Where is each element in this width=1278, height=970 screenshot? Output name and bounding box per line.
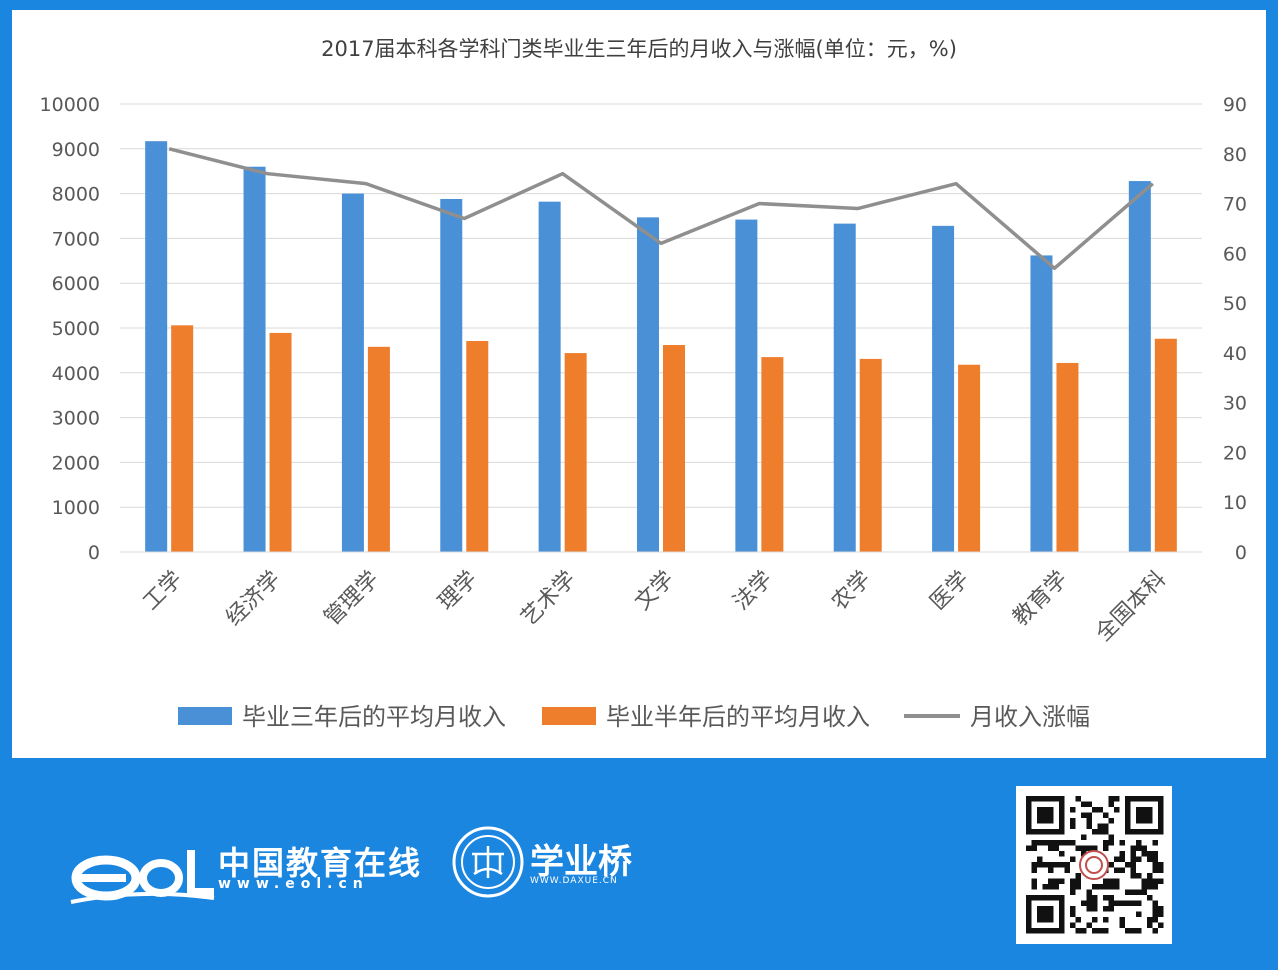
- bar-3yr-5: [637, 217, 659, 552]
- bar-halfyr-9: [1056, 362, 1079, 552]
- bar-halfyr-3: [466, 340, 489, 552]
- y-left-tick-label: 9000: [52, 139, 100, 161]
- x-tick-label: 管理学: [320, 567, 384, 631]
- y-right-tick-label: 10: [1223, 492, 1247, 514]
- y-left-tick-label: 10000: [40, 94, 100, 116]
- bar-halfyr-10: [1154, 338, 1177, 552]
- eol-brand-url: www.eol.cn: [218, 876, 369, 892]
- qr-code-icon: [1026, 796, 1164, 934]
- bar-3yr-3: [440, 198, 463, 552]
- bar-3yr-6: [735, 219, 758, 553]
- legend-label-2: 月收入涨幅: [970, 703, 1090, 731]
- y-right-tick-label: 60: [1223, 243, 1247, 265]
- bar-halfyr-5: [663, 345, 685, 552]
- x-tick-label: 文学: [630, 567, 679, 616]
- chart-title: 2017届本科各学科门类毕业生三年后的月收入与涨幅(单位：元，%): [321, 37, 957, 61]
- bar-halfyr-6: [761, 357, 784, 552]
- y-right-tick-label: 30: [1223, 393, 1247, 415]
- chart-card: 2017届本科各学科门类毕业生三年后的月收入与涨幅(单位：元，%) 0 1000 20…: [12, 10, 1266, 758]
- y-left-tick-label: 0: [88, 542, 100, 564]
- y-left-tick-label: 7000: [52, 228, 100, 250]
- x-tick-label: 法学: [729, 567, 778, 616]
- qr-code: [1016, 786, 1172, 944]
- y-right-tick-label: 50: [1223, 293, 1247, 315]
- y-right-tick-label: 80: [1223, 144, 1247, 166]
- legend-label-1: 毕业半年后的平均月收入: [606, 703, 870, 731]
- legend-swatch-0: [178, 707, 232, 725]
- bar-halfyr-2: [367, 346, 390, 552]
- chart: 2017届本科各学科门类毕业生三年后的月收入与涨幅(单位：元，%) 0 1000 20…: [40, 37, 1247, 731]
- bar-halfyr-8: [958, 364, 981, 552]
- line-growth: [168, 147, 1154, 271]
- bar-3yr-0: [145, 141, 168, 552]
- x-tick-label: 理学: [434, 567, 483, 616]
- legend-label-0: 毕业三年后的平均月收入: [242, 703, 506, 731]
- bar-3yr-10: [1128, 181, 1151, 552]
- y-left-tick-label: 3000: [52, 408, 100, 430]
- x-tick-label: 经济学: [221, 567, 285, 631]
- bar-3yr-9: [1030, 255, 1053, 552]
- y-right-tick-label: 0: [1235, 542, 1247, 564]
- y-left-tick-label: 5000: [52, 318, 100, 340]
- bar-3yr-2: [341, 193, 364, 552]
- x-tick-label: 教育学: [1008, 567, 1072, 631]
- footer: [0, 760, 1278, 970]
- y-right-tick-label: 90: [1223, 94, 1247, 116]
- bar-3yr-7: [833, 223, 856, 552]
- bar-halfyr-7: [859, 358, 882, 552]
- eol-brand-name: 中国教育在线: [218, 844, 423, 882]
- bar-3yr-1: [243, 166, 266, 552]
- y-left-tick-label: 8000: [52, 184, 100, 206]
- bar-3yr-4: [538, 201, 561, 552]
- xueyeqiao-brand-name: 学业桥: [530, 842, 632, 882]
- bar-halfyr-0: [171, 325, 194, 552]
- x-tick-label: 医学: [926, 567, 975, 616]
- eol-logo-icon: [70, 850, 215, 904]
- xueyeqiao-brand-url: WWW.DAXUE.CN: [530, 876, 618, 886]
- bar-3yr-8: [932, 225, 955, 552]
- xueyeqiao-logo-icon: [452, 826, 524, 898]
- y-left-tick-label: 6000: [52, 273, 100, 295]
- y-left-tick-label: 2000: [52, 452, 100, 474]
- y-left-tick-label: 1000: [52, 497, 100, 519]
- y-left-tick-label: 4000: [52, 363, 100, 385]
- x-tick-label: 农学: [827, 567, 876, 616]
- x-tick-label: 全国本科: [1091, 567, 1171, 647]
- y-right-tick-label: 70: [1223, 194, 1247, 216]
- y-right-tick-label: 40: [1223, 343, 1247, 365]
- bar-halfyr-1: [269, 332, 292, 552]
- x-tick-label: 艺术学: [517, 567, 581, 631]
- x-tick-label: 工学: [139, 567, 188, 616]
- bar-halfyr-4: [564, 353, 587, 552]
- legend-swatch-1: [542, 707, 596, 725]
- y-right-tick-label: 20: [1223, 442, 1247, 464]
